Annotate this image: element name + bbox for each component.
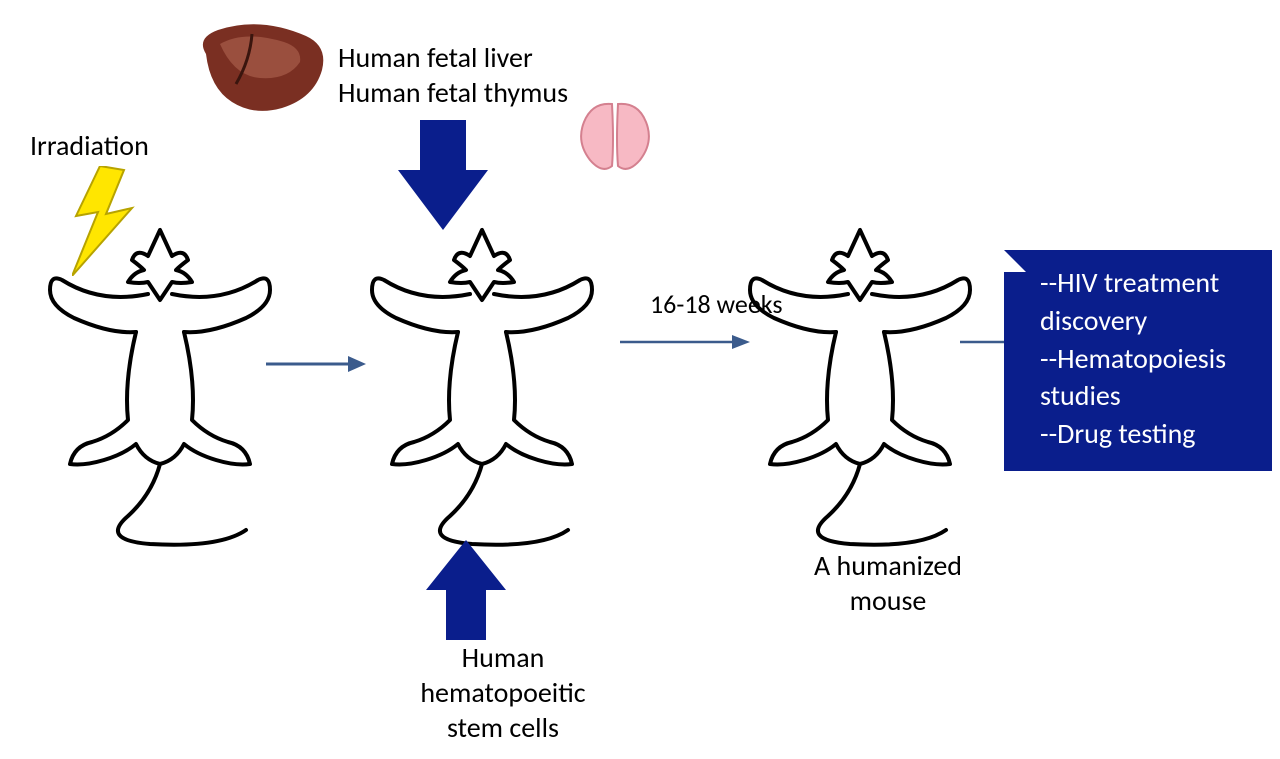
fetal-thymus-text: Human fetal thymus xyxy=(338,75,568,110)
liver-icon xyxy=(190,20,330,125)
app-line3: --Hematopoiesis xyxy=(1040,340,1256,378)
weeks-text: 16-18 weeks xyxy=(650,288,783,320)
flow-arrow-2 xyxy=(620,330,750,359)
flow-arrow-1 xyxy=(266,352,366,381)
hsc-line2: hematopoeitic xyxy=(398,675,608,710)
irradiation-text: Irradiation xyxy=(30,128,149,163)
hsc-line3: stem cells xyxy=(398,710,608,745)
fetal-liver-text: Human fetal liver xyxy=(338,40,568,75)
mouse-2 xyxy=(362,222,602,557)
app-line2: discovery xyxy=(1040,302,1256,340)
blue-arrow-top xyxy=(398,120,488,235)
hsc-label: Human hematopoeitic stem cells xyxy=(398,640,608,745)
weeks-label: 16-18 weeks xyxy=(650,288,783,321)
app-line4: studies xyxy=(1040,377,1256,415)
hsc-line1: Human xyxy=(398,640,608,675)
lightning-icon xyxy=(72,166,142,281)
humanized-line1: A humanized xyxy=(798,548,978,583)
blue-arrow-bottom xyxy=(426,540,506,645)
fetal-label: Human fetal liver Human fetal thymus xyxy=(338,40,568,110)
applications-box: --HIV treatment discovery --Hematopoiesi… xyxy=(1026,250,1272,471)
humanized-line2: mouse xyxy=(798,583,978,618)
humanized-mouse-label: A humanized mouse xyxy=(798,548,978,618)
irradiation-label: Irradiation xyxy=(30,128,149,163)
mouse-3 xyxy=(740,222,980,557)
app-line5: --Drug testing xyxy=(1040,415,1256,453)
thymus-icon xyxy=(570,96,660,181)
app-line1: --HIV treatment xyxy=(1040,264,1256,302)
